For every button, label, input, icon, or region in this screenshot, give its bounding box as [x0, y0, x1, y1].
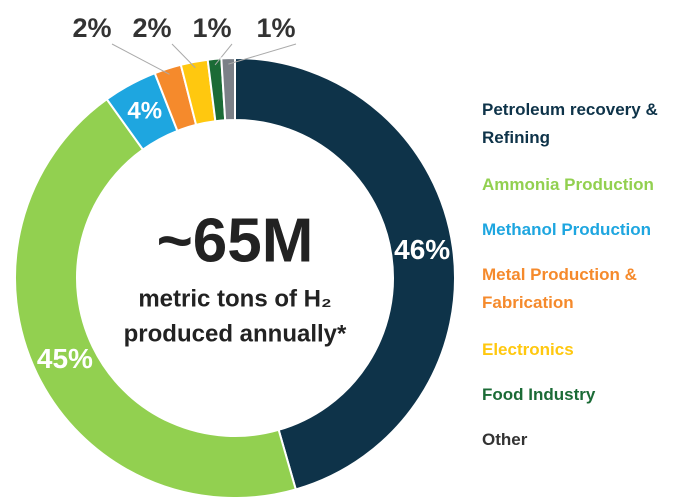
legend-entry: Metal Production & Fabrication	[482, 265, 637, 312]
legend-entry: Other	[482, 430, 528, 449]
center-text: ~65M	[157, 206, 314, 275]
legend-entry: Methanol Production	[482, 220, 652, 239]
donut-slice	[14, 97, 298, 497]
center-text: produced annually*	[124, 320, 347, 347]
leader-line	[214, 43, 233, 66]
data-label: 46%	[394, 234, 450, 265]
legend-entry: Ammonia Production	[482, 175, 654, 194]
center-text: metric tons of H₂	[138, 285, 331, 312]
leader-line	[171, 43, 196, 69]
donut-slice	[234, 56, 457, 491]
data-label: 2%	[132, 13, 171, 43]
leader-line	[228, 43, 297, 65]
leader-line	[111, 43, 170, 75]
legend-entry: Petroleum recovery & Refining	[482, 100, 658, 147]
data-label: 1%	[256, 13, 295, 43]
donut-slice	[220, 56, 236, 122]
legend-entry: Food Industry	[482, 385, 596, 404]
data-label: 2%	[72, 13, 111, 43]
data-label: 1%	[192, 13, 231, 43]
legend-entry: Electronics	[482, 340, 574, 359]
data-label: 4%	[127, 97, 162, 124]
data-label: 45%	[37, 343, 93, 374]
